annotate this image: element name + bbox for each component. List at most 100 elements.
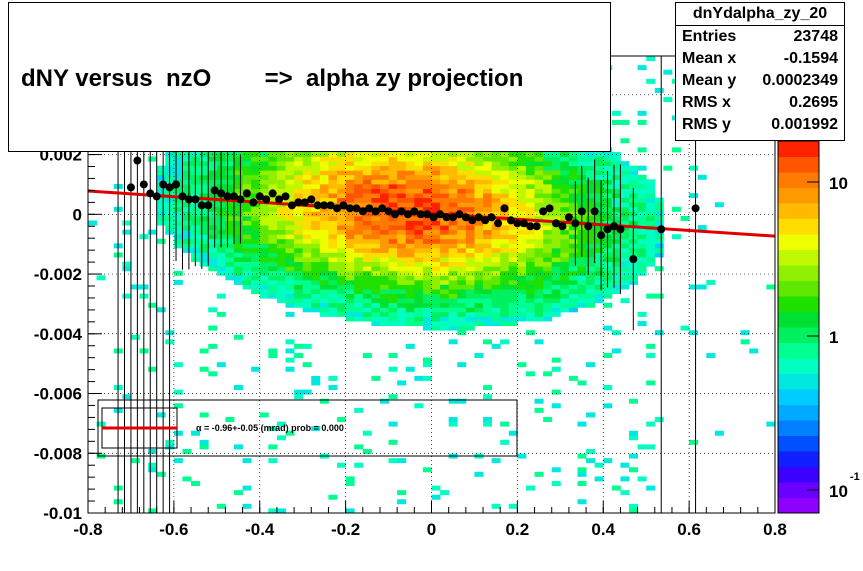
heatmap-cell	[491, 183, 501, 189]
heatmap-cell	[534, 188, 544, 194]
heatmap-cell	[251, 156, 261, 162]
heatmap-cell	[182, 247, 192, 253]
profile-point	[159, 180, 168, 189]
heatmap-cell	[148, 302, 158, 308]
heatmap-cell	[182, 165, 192, 171]
heatmap-cell	[483, 266, 493, 272]
heatmap-cell	[259, 188, 269, 194]
heatmap-cell	[637, 261, 647, 267]
heatmap-cell	[483, 307, 493, 313]
heatmap-cell	[311, 289, 321, 295]
heatmap-cell	[543, 252, 553, 258]
heatmap-cell	[345, 302, 355, 308]
heatmap-cell	[345, 284, 355, 290]
heatmap-cell	[173, 197, 183, 203]
heatmap-cell	[337, 229, 347, 235]
heatmap-cell	[354, 161, 364, 167]
heatmap-cell	[251, 266, 261, 272]
heatmap-cell	[311, 275, 321, 281]
heatmap-cell	[354, 170, 364, 176]
stats-value: 0.001992	[771, 116, 838, 133]
heatmap-cell	[500, 421, 510, 427]
heatmap-cell	[637, 211, 647, 217]
stats-row-rms-y: RMS y 0.001992	[676, 114, 844, 136]
heatmap-cell	[182, 476, 192, 482]
heatmap-cell	[440, 302, 450, 308]
heatmap-cell	[586, 293, 596, 299]
heatmap-cell	[397, 151, 407, 157]
heatmap-cell	[354, 252, 364, 258]
heatmap-cell	[302, 343, 312, 349]
heatmap-cell	[577, 161, 587, 167]
heatmap-cell	[431, 298, 441, 304]
heatmap-cell	[414, 215, 424, 221]
heatmap-cell	[285, 206, 295, 212]
heatmap-cell	[620, 193, 630, 199]
heatmap-cell	[491, 234, 501, 240]
heatmap-cell	[328, 197, 338, 203]
heatmap-cell	[302, 165, 312, 171]
heatmap-cell	[337, 302, 347, 308]
heatmap-cell	[457, 289, 467, 295]
heatmap-cell	[422, 357, 432, 363]
heatmap-cell	[397, 490, 407, 496]
heatmap-cell	[397, 275, 407, 281]
heatmap-cell	[611, 234, 621, 240]
heatmap-cell	[251, 161, 261, 167]
heatmap-cell	[251, 257, 261, 263]
heatmap-cell	[233, 220, 243, 226]
heatmap-cell	[388, 202, 398, 208]
heatmap-cell	[414, 270, 424, 276]
heatmap-cell	[362, 193, 372, 199]
heatmap-cell	[465, 293, 475, 299]
palette-tick-label: 10	[829, 482, 848, 501]
heatmap-cell	[354, 293, 364, 299]
heatmap-cell	[405, 225, 415, 231]
heatmap-cell	[440, 270, 450, 276]
heatmap-cell	[233, 215, 243, 221]
heatmap-cell	[620, 197, 630, 203]
heatmap-cell	[603, 325, 613, 331]
heatmap-cell	[465, 279, 475, 285]
heatmap-cell	[182, 449, 192, 454]
heatmap-cell	[440, 243, 450, 249]
heatmap-cell	[637, 188, 647, 194]
heatmap-cell	[225, 243, 235, 249]
heatmap-cell	[474, 302, 484, 308]
heatmap-cell	[637, 220, 647, 226]
heatmap-cell	[534, 202, 544, 208]
heatmap-cell	[414, 238, 424, 244]
heatmap-cell	[594, 211, 604, 217]
heatmap-cell	[337, 243, 347, 249]
heatmap-cell	[646, 229, 656, 235]
heatmap-cell	[302, 243, 312, 249]
heatmap-cell	[345, 174, 355, 180]
heatmap-cell	[457, 279, 467, 285]
heatmap-cell	[551, 215, 561, 221]
heatmap-cell	[603, 458, 613, 464]
heatmap-cell	[577, 421, 587, 427]
profile-point	[455, 210, 464, 219]
heatmap-cell	[646, 188, 656, 194]
heatmap-cell	[525, 151, 535, 157]
heatmap-cell	[534, 206, 544, 212]
x-tick-label: 0.8	[763, 520, 787, 539]
heatmap-cell	[654, 215, 664, 221]
heatmap-cell	[233, 252, 243, 258]
heatmap-cell	[671, 147, 681, 153]
heatmap-cell	[328, 284, 338, 290]
heatmap-cell	[483, 161, 493, 167]
heatmap-cell	[577, 471, 587, 477]
heatmap-cell	[259, 211, 269, 217]
heatmap-cell	[663, 97, 673, 103]
heatmap-cell	[422, 174, 432, 180]
heatmap-cell	[337, 289, 347, 295]
heatmap-cell	[371, 247, 381, 253]
heatmap-cell	[276, 229, 286, 235]
heatmap-cell	[337, 238, 347, 244]
heatmap-cell	[354, 289, 364, 295]
heatmap-cell	[483, 302, 493, 308]
heatmap-cell	[646, 202, 656, 208]
heatmap-cell	[311, 307, 321, 313]
heatmap-cell	[354, 307, 364, 313]
